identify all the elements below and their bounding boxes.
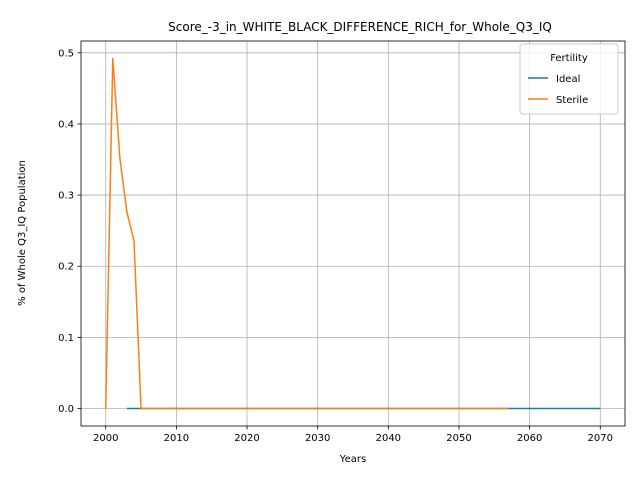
- x-tick-label: 2010: [164, 433, 189, 444]
- legend-title: Fertility: [550, 53, 588, 64]
- legend-label-sterile: Sterile: [556, 95, 588, 106]
- y-tick-label: 0.4: [58, 119, 74, 130]
- x-tick-label: 2030: [305, 433, 330, 444]
- x-tick-label: 2060: [517, 433, 542, 444]
- x-tick-label: 2040: [376, 433, 401, 444]
- legend-entries: Ideal Sterile: [528, 74, 588, 106]
- y-tick-label: 0.3: [58, 191, 74, 202]
- x-tick-label: 2020: [234, 433, 259, 444]
- series-line-sterile: [104, 57, 509, 410]
- legend-box: [519, 43, 619, 115]
- x-axis-label: Years: [339, 454, 366, 465]
- plot-frame: [80, 40, 626, 427]
- legend-label-ideal: Ideal: [556, 74, 580, 85]
- y-axis-ticks: 0.0 0.1 0.2 0.3 0.4 0.5: [58, 48, 81, 415]
- y-tick-label: 0.1: [58, 333, 74, 344]
- y-axis-label: % of Whole Q3_IQ Population: [17, 160, 28, 306]
- x-axis-ticks: 2000 2010 2020 2030 2040 2050 2060 2070: [93, 426, 613, 444]
- y-tick-label: 0.0: [58, 404, 74, 415]
- series-lines: [104, 57, 601, 410]
- x-tick-label: 2070: [588, 433, 613, 444]
- x-tick-label: 2000: [93, 433, 118, 444]
- y-tick-label: 0.2: [58, 262, 74, 273]
- legend: Fertility Ideal Sterile: [519, 43, 619, 115]
- x-tick-label: 2050: [446, 433, 471, 444]
- chart-title: Score_-3_in_WHITE_BLACK_DIFFERENCE_RICH_…: [168, 20, 552, 34]
- y-tick-label: 0.5: [58, 48, 74, 59]
